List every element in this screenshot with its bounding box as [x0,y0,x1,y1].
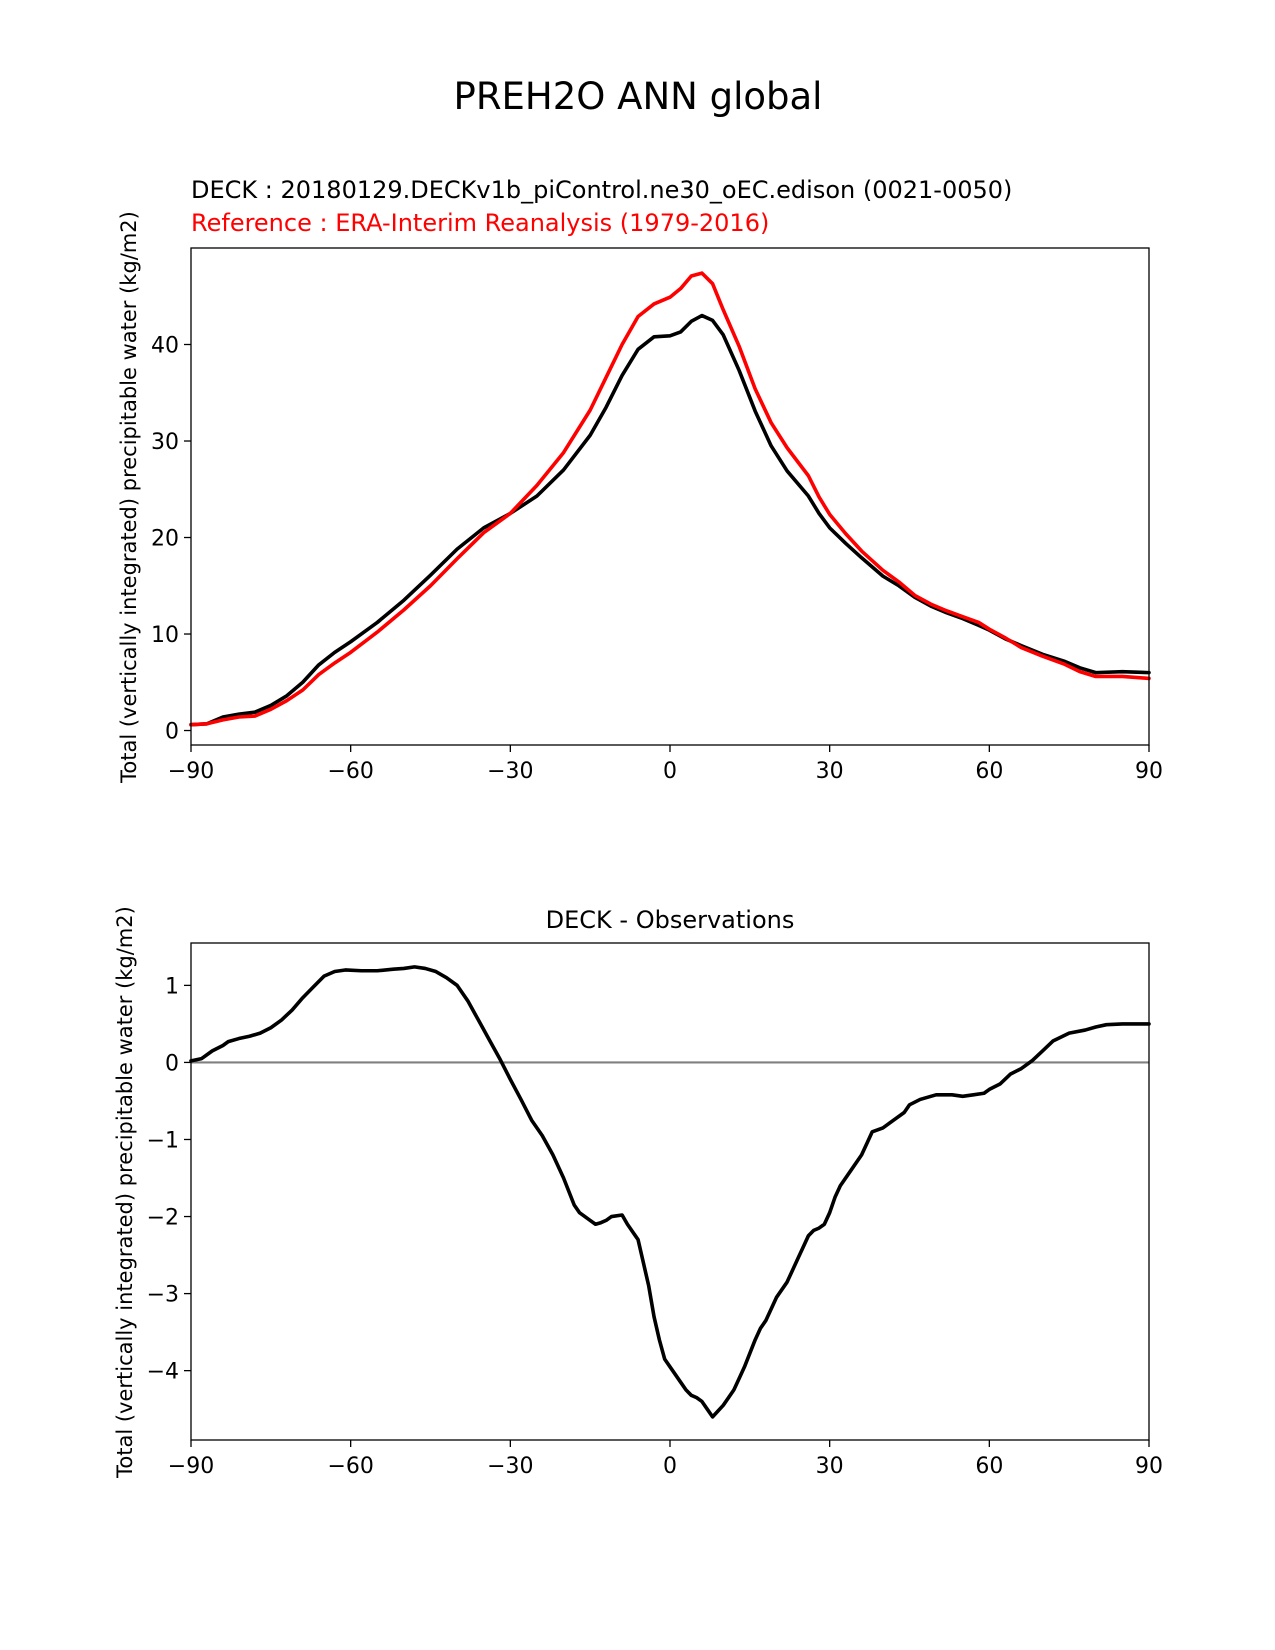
top-xtick-label: 30 [816,759,844,784]
bottom-xtick-label: 60 [975,1454,1003,1479]
panel-bottom-title: DECK - Observations [546,906,795,934]
top-series-line-deck [189,313,1151,727]
panel-top-title-test: DECK : 20180129.DECKv1b_piControl.ne30_o… [191,176,1012,204]
top-ytick-label: 20 [151,527,179,552]
bottom-xtick-label: 0 [663,1454,677,1479]
bottom-ytick-label: −3 [147,1283,179,1308]
panel-bottom: DECK - Observations −90 −60 −30 0 30 60 90 −4−… [113,906,1163,1479]
figure-title: PREH2O ANN global [454,75,823,118]
bottom-xtick-label: −90 [168,1454,214,1479]
panel-bottom-y-axis: −4 −3 −2 −1 0 1 [147,974,191,1385]
panel-bottom-series [189,965,1151,1419]
panel-top-ylabel: Total (vertically integrated) precipitab… [117,211,141,784]
top-ytick-label: 0 [165,720,179,745]
bottom-series-line-deck-observations [189,965,1151,1419]
top-ytick-label: 30 [151,430,179,455]
bottom-ytick-label: 1 [165,974,179,999]
top-xtick-label: 0 [663,759,677,784]
bottom-xtick-label: 30 [816,1454,844,1479]
top-series-line-era-interim-reanalysis [189,271,1151,727]
panel-top-x-axis: −90 −60 −30 0 30 60 90 [168,745,1163,784]
top-xtick-label: −90 [168,759,214,784]
top-xtick-label: 60 [975,759,1003,784]
bottom-xtick-label: −60 [327,1454,373,1479]
panel-top-frame [190,247,1150,746]
top-xtick-label: −30 [487,759,533,784]
top-ytick-label: 10 [151,623,179,648]
panel-top-y-axis: 0 10 20 30 40 [151,334,191,745]
top-ytick-label: 40 [151,334,179,359]
bottom-ytick-label: −2 [147,1206,179,1231]
top-xtick-label: 90 [1135,759,1163,784]
bottom-xtick-label: 90 [1135,1454,1163,1479]
panel-bottom-frame [190,942,1150,1441]
panel-bottom-ylabel: Total (vertically integrated) precipitab… [113,906,137,1479]
bottom-xtick-label: −30 [487,1454,533,1479]
panel-top-title-reference: Reference : ERA-Interim Reanalysis (1979… [191,209,769,237]
top-xtick-label: −60 [327,759,373,784]
panel-top: DECK : 20180129.DECKv1b_piControl.ne30_o… [117,176,1163,784]
bottom-ytick-label: −1 [147,1128,179,1153]
panel-top-series [189,271,1151,727]
bottom-ytick-label: −4 [147,1360,179,1385]
bottom-ytick-label: 0 [165,1051,179,1076]
panel-bottom-x-axis: −90 −60 −30 0 30 60 90 [168,1440,1163,1479]
